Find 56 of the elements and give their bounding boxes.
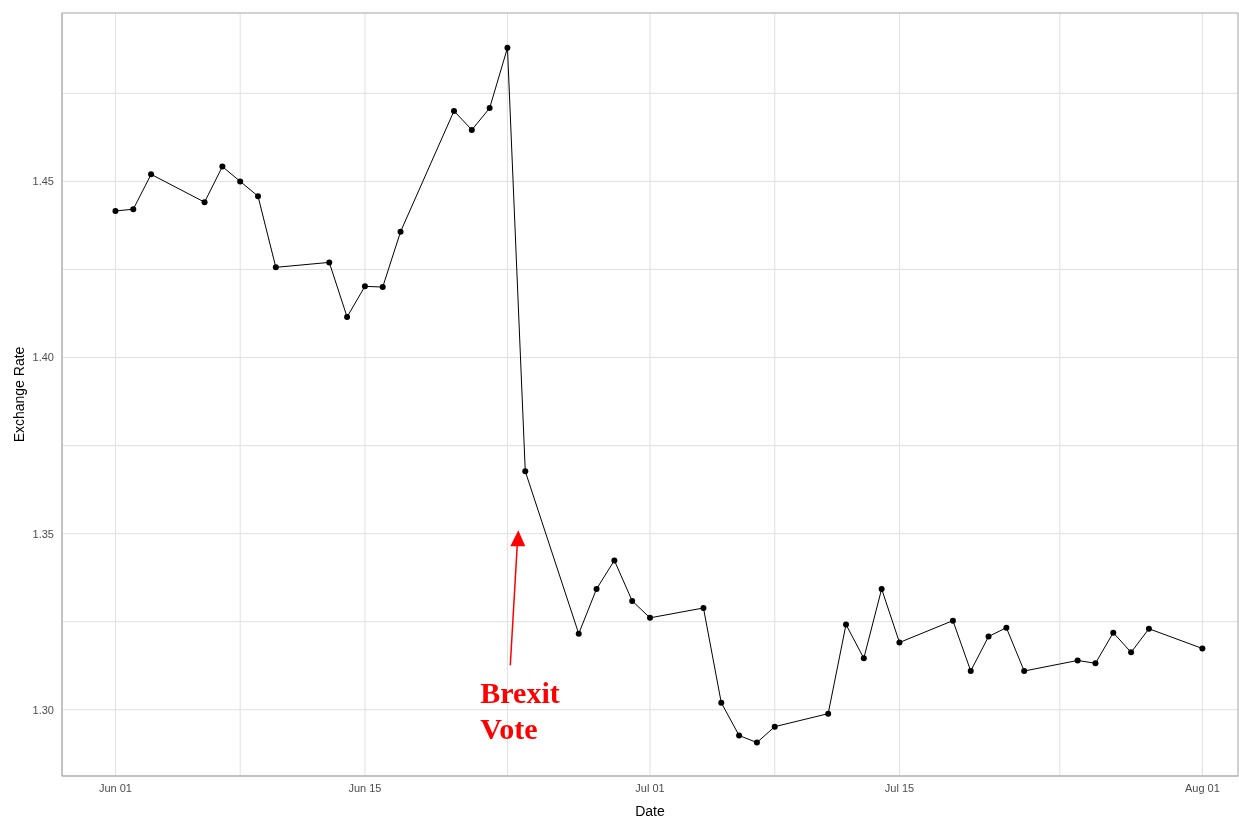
point [860, 655, 867, 662]
point [1021, 668, 1028, 675]
point [344, 314, 351, 320]
point [629, 597, 636, 604]
point [148, 171, 155, 178]
y-tick-label: 1.40 [32, 351, 54, 364]
point [201, 199, 208, 206]
x-tick-label: Jul 01 [635, 781, 665, 794]
point [504, 44, 511, 51]
x-tick-label: Aug 01 [1184, 781, 1220, 794]
y-tick-label: 1.35 [32, 527, 54, 540]
point [718, 699, 725, 706]
y-axis-title: Exchange Rate [10, 346, 27, 443]
point [522, 468, 529, 475]
point [468, 126, 475, 133]
point [753, 739, 760, 746]
point [575, 630, 582, 637]
point [255, 193, 261, 200]
point [219, 163, 226, 170]
point [1003, 624, 1010, 631]
y-tick-label: 1.30 [32, 703, 54, 716]
point [272, 264, 279, 271]
y-tick-label: 1.45 [32, 175, 54, 188]
x-axis-title: Date [635, 803, 665, 816]
point [397, 228, 404, 235]
point [896, 639, 903, 646]
point [967, 668, 974, 675]
point [237, 178, 244, 185]
point [1074, 657, 1081, 664]
point [878, 585, 885, 592]
point [593, 585, 600, 592]
point [949, 617, 956, 624]
point [1110, 629, 1117, 636]
point [130, 206, 137, 213]
point [647, 614, 653, 621]
point [1199, 645, 1206, 652]
point [825, 710, 832, 717]
point [486, 105, 493, 112]
annotation: Brexit Vote [480, 676, 560, 746]
point [326, 259, 333, 266]
point [1092, 660, 1099, 667]
point [451, 107, 457, 114]
point [1145, 625, 1152, 632]
point [379, 284, 386, 291]
point [361, 283, 368, 290]
point [611, 557, 618, 564]
point [843, 621, 849, 628]
point [112, 207, 119, 214]
point [736, 732, 743, 739]
point [985, 633, 992, 640]
x-tick-label: Jun 15 [348, 781, 382, 794]
x-tick-label: Jul 15 [884, 781, 915, 794]
x-tick-label: Jun 01 [98, 781, 132, 794]
point [700, 604, 707, 611]
point [1128, 649, 1135, 656]
point [771, 723, 778, 730]
